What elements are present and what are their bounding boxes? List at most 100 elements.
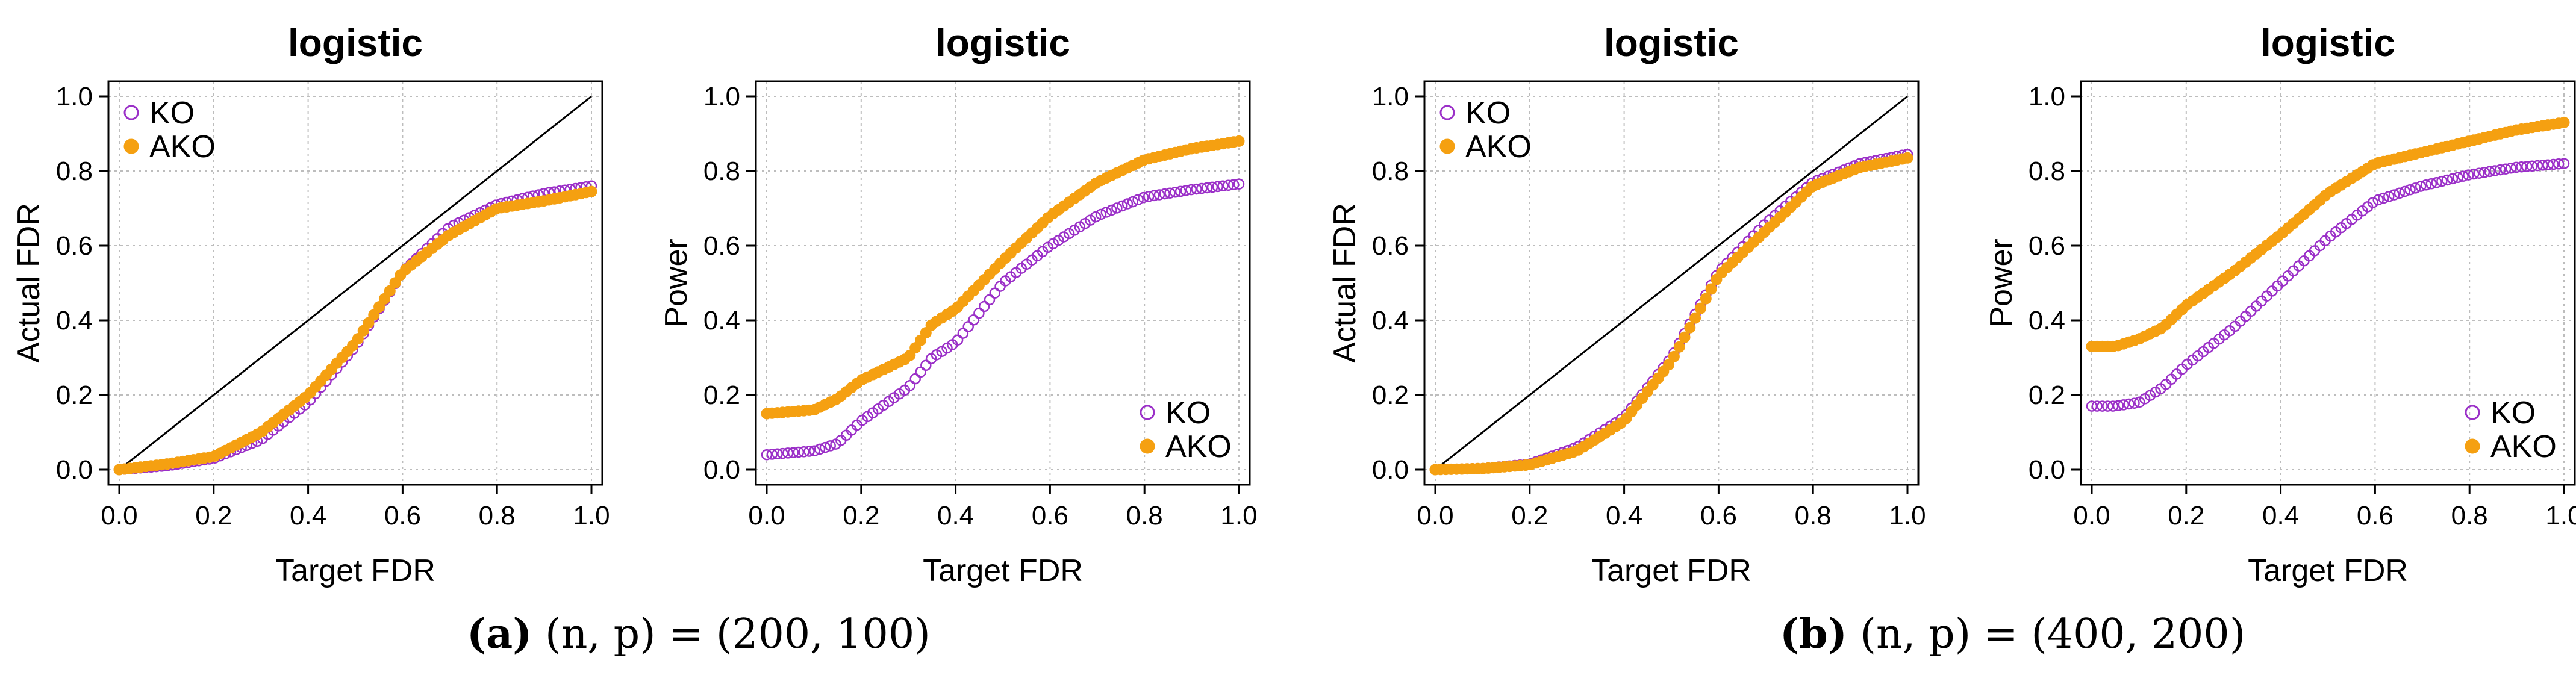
chart4-ko-point (2399, 185, 2410, 197)
chart3-ako-point (1684, 322, 1696, 334)
chart2-ko-point (1191, 183, 1202, 195)
chart4-ko-point (2431, 176, 2442, 188)
chart3-title: logistic (1604, 21, 1739, 64)
chart4-ko-point (2097, 400, 2108, 412)
chart2-y-tick-label: 0.6 (703, 231, 740, 261)
chart2-x-tick-label: 0.4 (937, 501, 974, 530)
chart4-ko-point (2128, 397, 2140, 409)
chart1-ako-point (585, 185, 597, 197)
chart1-x-tick-label: 0.8 (479, 501, 516, 530)
chart4-y-tick-label: 0.8 (2029, 157, 2065, 186)
chart1-ako-point (389, 277, 401, 289)
chart1-ako-point (368, 309, 380, 321)
chart2-ko-point (1227, 179, 1240, 190)
chart4-ko-point (2367, 197, 2379, 208)
chart3-ako-point (1668, 350, 1680, 362)
chart1-y-tick-label: 0.4 (56, 306, 93, 335)
chart4-x-tick-label: 0.0 (2073, 501, 2110, 530)
chart4-legend-ko-label: KO (2490, 396, 2536, 431)
chart4-x-axis-label: Target FDR (2248, 553, 2408, 588)
chart1-ako-point (357, 325, 369, 337)
chart4-ko-point (2118, 399, 2130, 411)
chart3-ako-point (1673, 341, 1685, 353)
chart4-ko-point (2123, 398, 2135, 410)
chart2-ko-point (1206, 181, 1218, 193)
chart2-ko-point (1121, 198, 1134, 210)
chart2-legend-ako-marker (1140, 438, 1155, 454)
chart2-x-tick-label: 0.8 (1126, 501, 1163, 530)
caption-a-tag: (a) (467, 610, 532, 658)
chart2-ko-point (1153, 189, 1165, 201)
chart2-ko-point (772, 448, 783, 460)
chart1-ako-point (373, 301, 385, 313)
chart2-ko-point (1174, 185, 1187, 197)
chart2-title: logistic (935, 21, 1070, 64)
chart2-ko-point (1217, 180, 1229, 192)
chart2-ko-point (1201, 182, 1213, 194)
chart4-title: logistic (2260, 21, 2395, 64)
chart3-legend-ako-marker (1439, 138, 1455, 154)
chart3-y-tick-label: 0.4 (1372, 306, 1409, 335)
chart1-plot-frame (107, 80, 603, 486)
chart2-ko-point (1180, 185, 1192, 196)
chart1-x-tick-label: 0.2 (195, 501, 232, 530)
chart2-ko-point (1185, 184, 1197, 196)
chart4-x-tick-label: 0.8 (2451, 501, 2488, 530)
chart2-ko-point (787, 447, 799, 458)
chart4-ko-point (2537, 160, 2549, 171)
chart1-y-tick-label: 0.6 (56, 231, 93, 261)
chart4-ko-point (2526, 160, 2538, 172)
caption-b-math: (n, p) = (400, 200) (1860, 611, 2246, 658)
chart2-y-tick-label: 1.0 (703, 82, 740, 111)
chart1-x-axis-label: Target FDR (275, 553, 435, 588)
chart4-ko-point (2404, 184, 2416, 196)
chart2-x-tick-label: 0.6 (1032, 501, 1068, 530)
chart4-ko-point (2086, 400, 2098, 412)
chart2-ko-point (1233, 178, 1245, 190)
chart1-x-tick-label: 0.0 (101, 501, 137, 530)
chart2-ko-point (989, 287, 1001, 299)
chart1-x-tick-label: 1.0 (573, 501, 610, 530)
chart2-plot-frame (755, 80, 1251, 486)
chart2-y-tick-label: 0.0 (703, 455, 740, 485)
chart3-ako-point (1705, 283, 1717, 295)
chart2-y-tick-label: 0.2 (703, 381, 740, 410)
chart2-ko-point (973, 307, 985, 319)
chart3-y-tick-label: 0.0 (1372, 455, 1409, 485)
chart4-ko-point (2558, 158, 2570, 169)
chart2-ko-point (782, 447, 794, 459)
chart4-y-tick-label: 1.0 (2029, 82, 2065, 111)
chart3-legend-ko-marker (1439, 105, 1455, 120)
chart2-ko-point (957, 328, 969, 339)
chart1-ako-point (352, 333, 364, 345)
chart2-ko-point (915, 366, 926, 378)
chart1-ako-point (384, 285, 396, 297)
chart3-diagonal-line (1435, 95, 1908, 471)
chart2-ko-point (1138, 191, 1149, 204)
chart4-ko-point (2383, 191, 2395, 202)
chart2-ko-point (909, 373, 921, 385)
chart1-ako-point (363, 317, 375, 329)
chart2-ko-point (1196, 182, 1208, 194)
chart4-ko-point (2468, 168, 2480, 180)
chart2-ko-point (952, 334, 964, 346)
chart2-ko-point (994, 281, 1006, 292)
chart4-ko-point (2500, 163, 2512, 175)
chart4-x-tick-label: 0.6 (2357, 501, 2394, 530)
chart3-x-tick-label: 0.8 (1795, 501, 1832, 530)
chart4-x-tick-label: 0.4 (2262, 501, 2299, 530)
chart3-x-tick-label: 0.6 (1700, 501, 1737, 530)
chart4-ko-point (2102, 400, 2113, 412)
chart2-legend-ko-marker (1140, 405, 1155, 420)
chart1-diagonal-line (119, 95, 592, 471)
chart2-ko-point (968, 314, 979, 326)
chart2-y-tick-label: 0.4 (703, 306, 740, 335)
chart4-x-tick-label: 1.0 (2545, 501, 2576, 530)
chart4-ko-point (2542, 159, 2554, 170)
chart4-ako-point (2558, 116, 2570, 128)
chart4-ko-point (2394, 187, 2406, 199)
chart2-x-tick-label: 1.0 (1220, 501, 1257, 530)
chart4-y-tick-label: 0.4 (2029, 306, 2065, 335)
chart4-ko-point (2378, 192, 2389, 204)
